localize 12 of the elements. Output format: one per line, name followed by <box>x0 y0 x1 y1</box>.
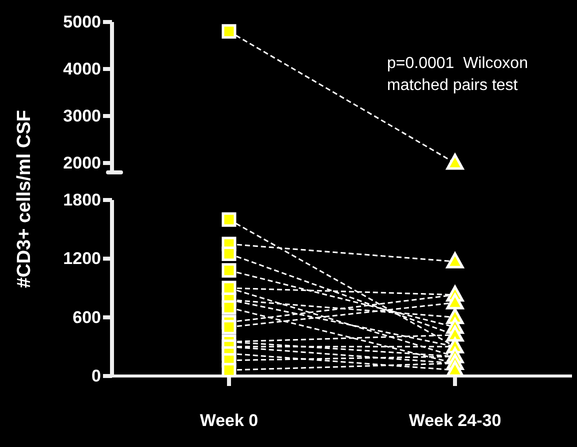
y-tick-label: 3000 <box>63 106 101 126</box>
y-tick-label: 2000 <box>63 153 101 172</box>
annotation: p=0.0001 Wilcoxon matched pairs test <box>387 55 528 94</box>
y-axis-title: #CD3+ cells/ml CSF <box>14 110 35 288</box>
y-tick-label: 1800 <box>63 190 101 210</box>
y-tick-label: 0 <box>92 366 101 386</box>
y-tick-label: 600 <box>72 308 101 327</box>
x-tick-label: Week 0 <box>200 411 258 430</box>
y-tick-label: 4000 <box>63 59 101 78</box>
x-tick-label: Week 24-30 <box>408 411 502 430</box>
y-tick-label: 1200 <box>63 249 101 268</box>
y-tick-label: 5000 <box>63 12 101 32</box>
